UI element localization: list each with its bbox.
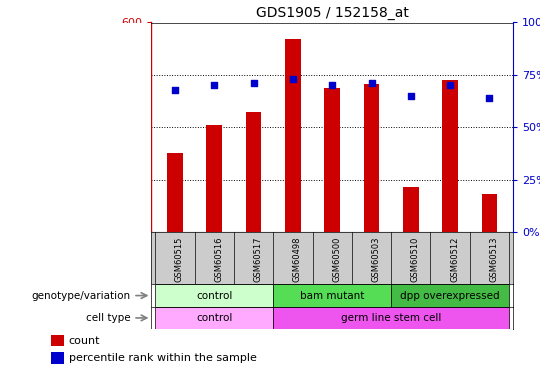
Point bbox=[367, 80, 376, 86]
Bar bbox=[273, 284, 391, 307]
Text: percentile rank within the sample: percentile rank within the sample bbox=[69, 353, 256, 363]
Bar bbox=[391, 284, 509, 307]
Point bbox=[485, 95, 494, 101]
Bar bbox=[167, 153, 183, 232]
Point bbox=[328, 82, 336, 88]
Bar bbox=[51, 335, 64, 346]
Point bbox=[446, 82, 455, 88]
Text: control: control bbox=[196, 313, 233, 323]
Text: germ line stem cell: germ line stem cell bbox=[341, 313, 441, 323]
Bar bbox=[325, 88, 340, 232]
Text: count: count bbox=[69, 336, 100, 346]
Bar bbox=[442, 80, 458, 232]
Point bbox=[288, 76, 297, 82]
Text: dpp overexpressed: dpp overexpressed bbox=[400, 291, 500, 301]
Bar bbox=[246, 111, 261, 232]
Bar bbox=[482, 194, 497, 232]
Bar bbox=[156, 284, 273, 307]
Text: control: control bbox=[196, 291, 233, 301]
Bar bbox=[206, 124, 222, 232]
Point bbox=[171, 87, 179, 93]
Text: GSM60512: GSM60512 bbox=[450, 236, 459, 282]
Text: cell type: cell type bbox=[86, 313, 130, 323]
Bar bbox=[363, 84, 380, 232]
Bar bbox=[403, 188, 418, 232]
Bar bbox=[273, 307, 509, 329]
Bar bbox=[156, 307, 273, 329]
Text: GSM60498: GSM60498 bbox=[293, 236, 302, 282]
Text: GSM60503: GSM60503 bbox=[372, 236, 381, 282]
Title: GDS1905 / 152158_at: GDS1905 / 152158_at bbox=[256, 6, 409, 20]
Text: GSM60510: GSM60510 bbox=[411, 236, 420, 282]
Text: GSM60513: GSM60513 bbox=[489, 236, 498, 282]
Text: GSM60517: GSM60517 bbox=[254, 236, 262, 282]
Bar bbox=[51, 352, 64, 364]
Text: GSM60516: GSM60516 bbox=[214, 236, 224, 282]
Text: genotype/variation: genotype/variation bbox=[31, 291, 130, 301]
Text: GSM60515: GSM60515 bbox=[175, 236, 184, 282]
Text: bam mutant: bam mutant bbox=[300, 291, 364, 301]
Bar bbox=[285, 39, 301, 232]
Point bbox=[249, 80, 258, 86]
Point bbox=[210, 82, 219, 88]
Text: GSM60500: GSM60500 bbox=[332, 236, 341, 282]
Point bbox=[407, 93, 415, 99]
